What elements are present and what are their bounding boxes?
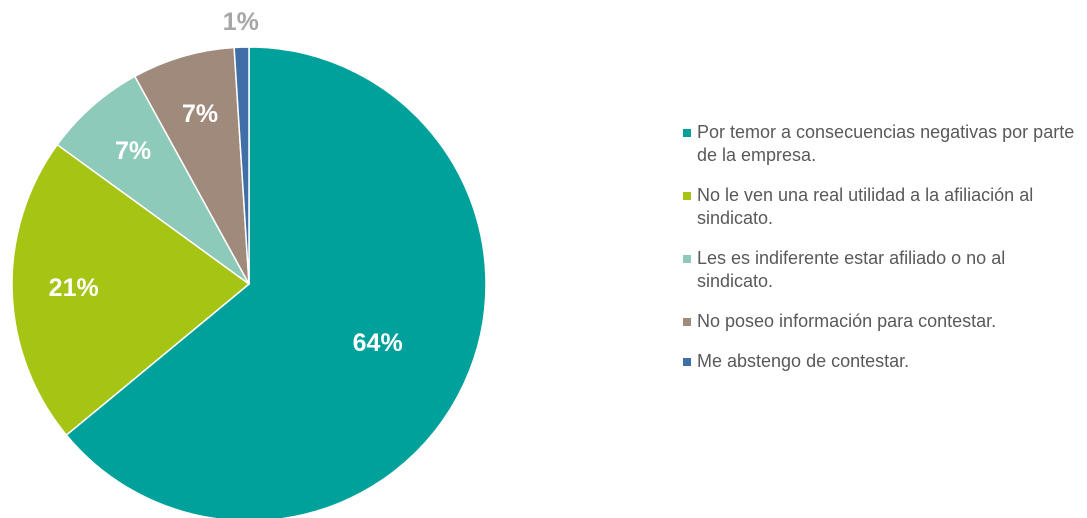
legend: Por temor a consecuencias negativas por …: [683, 121, 1075, 390]
pie-slice: [56, 75, 250, 285]
legend-label: Les es indiferente estar afiliado o no a…: [697, 248, 1006, 291]
legend-swatch: [683, 358, 691, 366]
legend-item: No poseo información para contestar.: [683, 310, 1075, 333]
pie-slice: [65, 46, 487, 518]
data-label: 7%: [115, 137, 151, 165]
pie-slice: [11, 143, 251, 437]
data-label: 64%: [353, 329, 403, 357]
legend-swatch: [683, 129, 691, 137]
legend-label: Por temor a consecuencias negativas por …: [697, 122, 1075, 165]
legend-item: No le ven una real utilidad a la afiliac…: [683, 184, 1075, 230]
legend-label: No poseo información para contestar.: [697, 311, 997, 331]
data-label: 7%: [182, 100, 218, 128]
pie-slice: [133, 46, 250, 285]
data-label: 1%: [223, 8, 259, 36]
legend-item: Me abstengo de contestar.: [683, 350, 1075, 373]
legend-swatch: [683, 192, 691, 200]
pie-slice: [233, 46, 250, 285]
legend-label: Me abstengo de contestar.: [697, 351, 910, 371]
legend-label: No le ven una real utilidad a la afiliac…: [697, 185, 1034, 228]
legend-item: Por temor a consecuencias negativas por …: [683, 121, 1075, 167]
legend-swatch: [683, 255, 691, 263]
legend-swatch: [683, 318, 691, 326]
data-label: 21%: [49, 274, 99, 302]
legend-item: Les es indiferente estar afiliado o no a…: [683, 247, 1075, 293]
